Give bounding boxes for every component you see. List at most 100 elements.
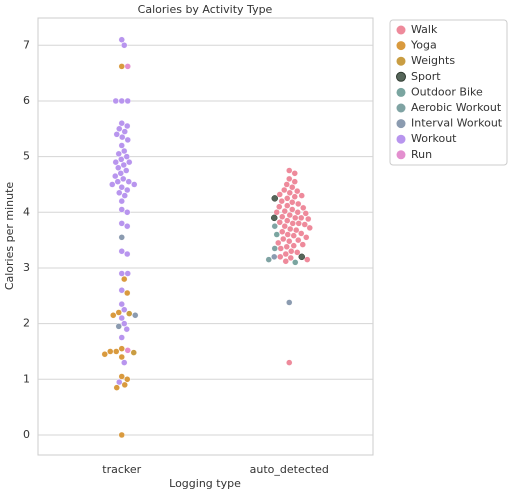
- swarm-point: [283, 181, 290, 188]
- swarm-point: [271, 222, 278, 230]
- swarm-point: [112, 172, 119, 180]
- swarm-point: [271, 195, 278, 202]
- swarm-point: [116, 378, 123, 386]
- swarm-point: [124, 376, 131, 383]
- swarm-point: [294, 187, 301, 195]
- swarm-point: [126, 310, 133, 317]
- swarm-point: [275, 239, 282, 247]
- swarm-point: [277, 253, 284, 261]
- swarm-point: [123, 153, 130, 160]
- y-tick-label: 6: [23, 94, 30, 107]
- swarm-point: [113, 131, 120, 138]
- swarm-point: [118, 156, 125, 163]
- swarm-point: [121, 147, 128, 155]
- swarm-point: [118, 36, 125, 43]
- swarm-point: [276, 219, 283, 226]
- swarm-point: [293, 226, 300, 234]
- legend-label: Walk: [411, 23, 438, 36]
- swarm-point: [286, 175, 293, 183]
- swarm-point: [118, 234, 125, 241]
- swarm-point: [107, 348, 114, 355]
- legend-label: Interval Workout: [411, 117, 503, 130]
- swarm-point: [287, 225, 294, 233]
- swarm-point: [126, 158, 133, 166]
- swarm-point: [123, 167, 130, 174]
- swarm-point: [282, 258, 289, 265]
- swarm-point: [119, 133, 126, 141]
- y-tick-label: 4: [23, 205, 30, 218]
- swarm-point: [294, 249, 301, 256]
- swarm-point: [124, 289, 131, 297]
- legend-marker: [396, 134, 406, 144]
- legend-marker: [396, 25, 406, 35]
- swarm-point: [284, 202, 291, 209]
- swarm-point: [118, 345, 125, 352]
- swarm-point: [292, 214, 299, 222]
- swarm-point: [118, 286, 125, 294]
- y-tick-label: 5: [23, 150, 30, 163]
- swarm-point: [299, 241, 306, 248]
- swarm-point: [286, 359, 293, 366]
- y-tick-label: 2: [23, 317, 30, 330]
- swarm-point: [276, 191, 283, 198]
- swarm-point: [265, 256, 272, 263]
- swarm-point: [124, 209, 131, 216]
- swarm-point: [271, 214, 278, 222]
- swarm-point: [300, 204, 307, 212]
- swarm-point: [114, 178, 121, 185]
- swarm-point: [101, 350, 108, 358]
- swarm-point: [306, 224, 313, 232]
- swarm-point: [110, 312, 117, 319]
- swarm-point: [115, 323, 122, 330]
- swarm-point: [281, 186, 288, 194]
- swarm-point: [273, 231, 280, 238]
- swarm-point: [118, 248, 125, 255]
- swarm-point: [284, 195, 291, 202]
- swarm-point: [116, 125, 123, 133]
- swarm-point: [131, 181, 138, 188]
- x-axis-label: Logging type: [169, 477, 241, 490]
- legend-label: Yoga: [410, 39, 437, 52]
- swarm-point: [286, 189, 293, 197]
- swarm-point: [124, 63, 131, 70]
- swarm-point: [290, 232, 297, 239]
- swarm-point: [301, 221, 308, 228]
- swarm-point: [277, 245, 284, 252]
- swarm-point: [302, 210, 309, 217]
- swarm-point: [292, 259, 299, 266]
- swarm-point: [118, 63, 125, 70]
- swarm-point: [284, 231, 291, 238]
- swarm-point: [279, 213, 286, 220]
- swarm-point: [116, 189, 123, 197]
- swarm-point: [298, 230, 305, 237]
- swarm-point: [121, 128, 128, 135]
- swarm-point: [132, 312, 139, 319]
- legend-label: Workout: [411, 132, 457, 145]
- swarm-point: [120, 175, 127, 183]
- swarm-point: [113, 384, 120, 391]
- swarm-point: [124, 270, 131, 277]
- swarm-point: [298, 192, 305, 199]
- swarm-point: [305, 215, 312, 223]
- swarm-point: [124, 122, 131, 130]
- swarm-point: [279, 228, 286, 236]
- swarm-point: [121, 359, 128, 366]
- swarm-point: [118, 220, 125, 227]
- swarm-point: [278, 197, 285, 205]
- legend-marker: [396, 119, 406, 129]
- swarm-point: [282, 250, 289, 258]
- swarm-point: [120, 161, 127, 169]
- swarm-point: [289, 183, 296, 191]
- swarm-point: [109, 181, 116, 188]
- swarm-point: [286, 211, 293, 219]
- swarm-point: [115, 309, 122, 316]
- swarm-point: [118, 353, 125, 361]
- swarm-point: [271, 253, 278, 261]
- legend-marker: [396, 103, 406, 113]
- swarm-point: [284, 217, 291, 224]
- swarm-point: [298, 253, 305, 261]
- swarm-point: [303, 234, 310, 241]
- swarm-point: [118, 431, 125, 439]
- swarm-point: [115, 150, 122, 158]
